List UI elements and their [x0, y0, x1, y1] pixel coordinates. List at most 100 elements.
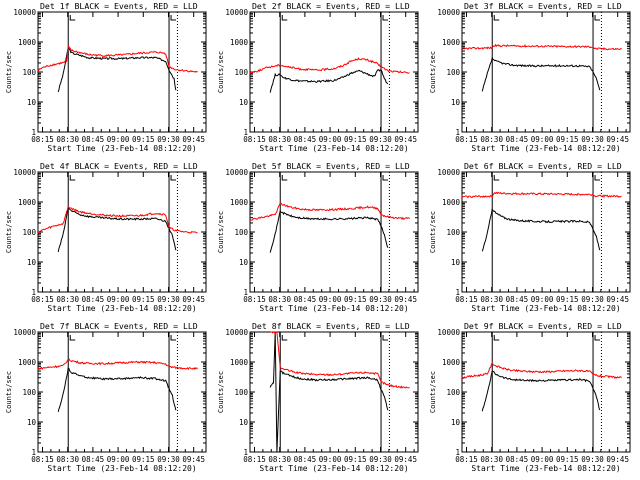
- x-tick-label: 09:00: [107, 455, 130, 464]
- interval-bracket: [594, 335, 601, 341]
- lld-series-line: [37, 358, 198, 371]
- y-tick-label: 10: [451, 98, 461, 107]
- x-tick-label: 09:30: [581, 455, 604, 464]
- y-tick-label: 10: [27, 418, 37, 427]
- y-tick-label: 10: [451, 258, 461, 267]
- x-tick-label: 09:15: [132, 135, 155, 144]
- x-tick-label: 08:45: [506, 135, 529, 144]
- y-tick-label: 10000: [225, 168, 248, 177]
- events-series-line: [57, 205, 177, 253]
- interval-bracket: [281, 335, 288, 341]
- y-tick-label: 1: [31, 448, 36, 457]
- interval-bracket: [594, 175, 601, 181]
- x-tick-label: 08:15: [243, 455, 266, 464]
- panel-det-9: Det 9f BLACK = Events, RED = LLD 1 10 100 10…: [429, 321, 631, 473]
- x-tick-label: 09:30: [157, 455, 180, 464]
- x-tick-label: 08:15: [455, 135, 478, 144]
- y-tick-label: 1000: [18, 38, 37, 47]
- y-tick-label: 1000: [442, 38, 461, 47]
- panel-det-4: Det 4f BLACK = Events, RED = LLD 1 10 100 10…: [5, 161, 207, 313]
- x-tick-label: 08:45: [82, 455, 105, 464]
- lld-series-line: [461, 43, 622, 51]
- x-tick-label: 09:45: [394, 455, 417, 464]
- lld-series-line: [37, 45, 198, 73]
- panel-det-5: Det 5f BLACK = Events, RED = LLD 1 10 100 10…: [217, 161, 419, 313]
- y-tick-label: 1: [243, 288, 248, 297]
- y-axis-label: Counts/sec: [5, 371, 13, 413]
- interval-bracket: [594, 15, 601, 21]
- x-tick-label: 08:15: [243, 135, 266, 144]
- x-tick-label: 08:30: [56, 455, 79, 464]
- y-tick-label: 1: [455, 128, 460, 137]
- x-tick-label: 09:00: [319, 135, 342, 144]
- interval-bracket: [493, 15, 500, 21]
- x-tick-label: 09:45: [394, 135, 417, 144]
- x-tick-label: 09:30: [581, 135, 604, 144]
- y-tick-label: 10000: [437, 8, 460, 17]
- x-tick-label: 08:15: [455, 455, 478, 464]
- y-tick-label: 10000: [437, 328, 460, 337]
- x-axis-label: Start Time (23-Feb-14 08:12:20): [471, 304, 620, 313]
- events-series-line: [481, 56, 601, 92]
- x-tick-label: 09:00: [531, 455, 554, 464]
- y-axis-label: Counts/sec: [5, 51, 13, 93]
- x-tick-label: 08:30: [268, 135, 291, 144]
- x-tick-label: 09:45: [606, 455, 629, 464]
- x-tick-label: 09:30: [369, 295, 392, 304]
- y-tick-label: 10000: [437, 168, 460, 177]
- events-series-line: [57, 46, 177, 93]
- y-tick-label: 100: [22, 68, 36, 77]
- x-axis-label: Start Time (23-Feb-14 08:12:20): [471, 464, 620, 473]
- lld-series-line: [461, 361, 622, 379]
- x-tick-label: 09:00: [531, 295, 554, 304]
- x-tick-label: 09:30: [369, 455, 392, 464]
- y-tick-label: 1: [31, 288, 36, 297]
- y-axis-label: Counts/sec: [217, 371, 225, 413]
- x-tick-label: 09:00: [319, 295, 342, 304]
- panel-title: Det 5f BLACK = Events, RED = LLD: [252, 161, 410, 171]
- y-tick-label: 100: [446, 228, 460, 237]
- x-tick-label: 08:45: [506, 455, 529, 464]
- x-axis-label: Start Time (23-Feb-14 08:12:20): [47, 144, 196, 153]
- x-tick-label: 09:00: [531, 135, 554, 144]
- x-tick-label: 08:30: [480, 295, 503, 304]
- y-tick-label: 1: [455, 448, 460, 457]
- panel-title: Det 7f BLACK = Events, RED = LLD: [40, 321, 198, 331]
- y-tick-label: 1000: [18, 358, 37, 367]
- interval-bracket: [382, 335, 389, 341]
- y-tick-label: 1: [455, 288, 460, 297]
- interval-bracket: [69, 175, 76, 181]
- x-tick-label: 09:15: [132, 295, 155, 304]
- interval-bracket: [493, 335, 500, 341]
- x-tick-label: 09:45: [394, 295, 417, 304]
- y-tick-label: 1000: [230, 38, 249, 47]
- y-tick-label: 10000: [225, 328, 248, 337]
- interval-bracket: [281, 15, 288, 21]
- y-tick-label: 10: [239, 418, 249, 427]
- y-tick-label: 1000: [442, 358, 461, 367]
- x-axis-label: Start Time (23-Feb-14 08:12:20): [471, 144, 620, 153]
- x-tick-label: 09:30: [369, 135, 392, 144]
- x-tick-label: 09:30: [581, 295, 604, 304]
- x-tick-label: 09:15: [556, 135, 579, 144]
- y-tick-label: 100: [446, 68, 460, 77]
- panel-det-6: Det 6f BLACK = Events, RED = LLD 1 10 100 10…: [429, 161, 631, 313]
- y-tick-label: 10: [27, 98, 37, 107]
- events-series-line: [57, 367, 177, 413]
- y-tick-label: 10000: [225, 8, 248, 17]
- panel-title: Det 2f BLACK = Events, RED = LLD: [252, 1, 410, 11]
- interval-bracket: [382, 175, 389, 181]
- x-tick-label: 08:15: [31, 295, 54, 304]
- y-tick-label: 100: [234, 388, 248, 397]
- interval-bracket: [281, 175, 288, 181]
- y-axis-label: Counts/sec: [429, 211, 437, 253]
- x-tick-label: 09:00: [107, 135, 130, 144]
- y-tick-label: 100: [234, 68, 248, 77]
- y-axis-label: Counts/sec: [217, 51, 225, 93]
- events-series-line: [269, 210, 389, 253]
- y-tick-label: 10: [27, 258, 37, 267]
- y-tick-label: 100: [234, 228, 248, 237]
- x-tick-label: 08:30: [268, 455, 291, 464]
- events-series-line: [481, 370, 601, 412]
